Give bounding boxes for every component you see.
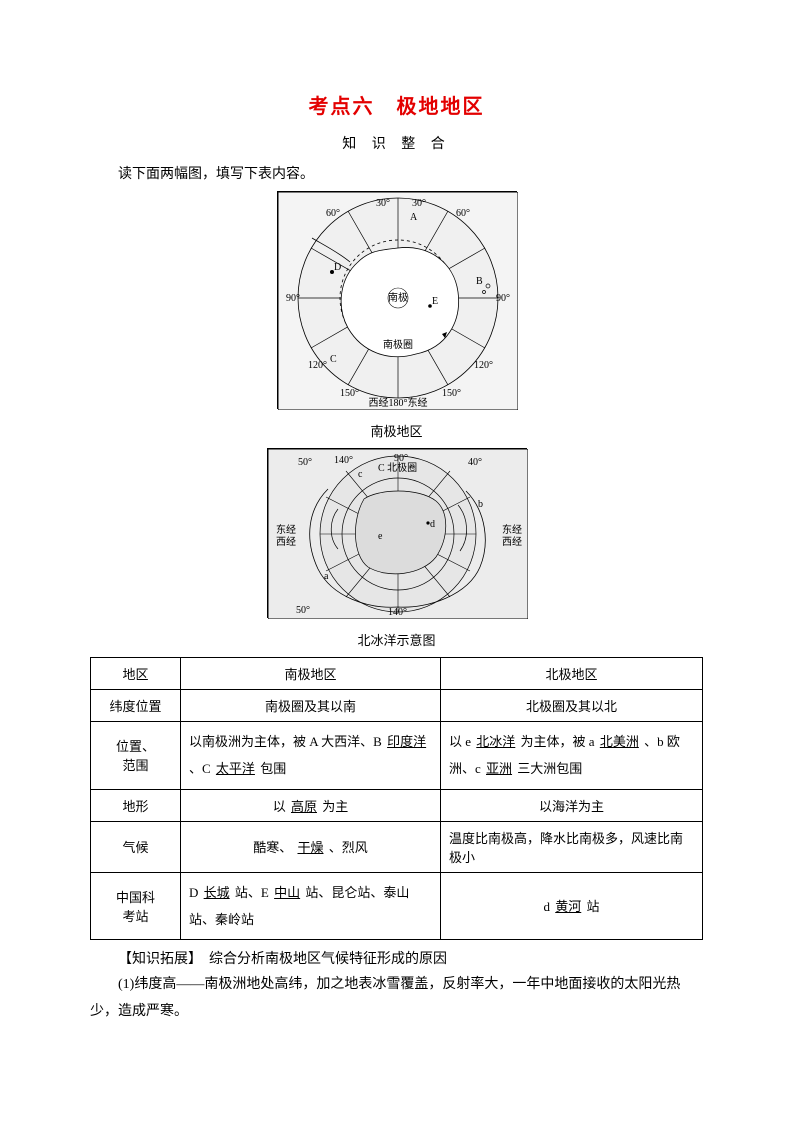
svg-text:140°: 140° <box>388 607 407 618</box>
blank-asia: 亚洲 <box>484 761 514 776</box>
th-south: 南极地区 <box>181 658 441 690</box>
label-terrain: 地形 <box>91 789 181 821</box>
svg-text:西经: 西经 <box>502 535 522 548</box>
marker-d2: d <box>430 519 435 530</box>
blank-changcheng: 长城 <box>202 885 232 900</box>
svg-text:30°: 30° <box>376 198 390 209</box>
row-location: 位置、 范围 以南极洲为主体，被 A 大西洋、B 印度洋 、C 太平洋 包围 以… <box>91 722 703 790</box>
paragraph-1: (1)纬度高——南极洲地处高纬，加之地表冰雪覆盖，反射率大，一年中地面接收的太阳… <box>90 972 703 1025</box>
page-subtitle: 知 识 整 合 <box>90 133 703 153</box>
north-terrain: 以海洋为主 <box>441 789 703 821</box>
blank-north-america: 北美洲 <box>598 734 641 749</box>
row-stations: 中国科 考站 D 长城 站、E 中山 站、昆仑站、泰山站、秦岭站 d 黄河 站 <box>91 872 703 940</box>
caption-arctic: 北冰洋示意图 <box>90 630 703 649</box>
south-latitude: 南极圈及其以南 <box>181 690 441 722</box>
left-ew-label: 东经 <box>276 523 296 536</box>
bottom-lon-label: 西经180°东经 <box>368 396 427 409</box>
marker-a: A <box>410 212 418 223</box>
south-stations: D 长城 站、E 中山 站、昆仑站、泰山站、秦岭站 <box>181 872 441 940</box>
south-terrain: 以 高原 为主 <box>181 789 441 821</box>
blank-dry: 干燥 <box>295 840 325 855</box>
antarctic-map-wrap: 南极 南极圈 30° 30° 60° 60° 90° 90° 120° 120°… <box>90 191 703 415</box>
caption-antarctic: 南极地区 <box>90 421 703 440</box>
svg-text:50°: 50° <box>296 605 310 616</box>
marker-c: C <box>330 354 337 365</box>
svg-text:40°: 40° <box>468 457 482 468</box>
svg-text:60°: 60° <box>326 208 340 219</box>
label-stations: 中国科 考站 <box>91 872 181 940</box>
marker-d: D <box>334 262 341 273</box>
south-climate: 酷寒、 干燥 、烈风 <box>181 821 441 872</box>
marker-e: E <box>432 296 438 307</box>
svg-text:90°: 90° <box>496 293 510 304</box>
svg-text:60°: 60° <box>456 208 470 219</box>
row-terrain: 地形 以 高原 为主 以海洋为主 <box>91 789 703 821</box>
table-header-row: 地区 南极地区 北极地区 <box>91 658 703 690</box>
blank-zhongshan: 中山 <box>272 885 302 900</box>
marker-a2: a <box>324 571 329 582</box>
north-latitude: 北极圈及其以北 <box>441 690 703 722</box>
svg-text:30°: 30° <box>412 198 426 209</box>
center-label: 南极 <box>388 291 408 304</box>
row-latitude: 纬度位置 南极圈及其以南 北极圈及其以北 <box>91 690 703 722</box>
north-climate: 温度比南极高，降水比南极多，风速比南极小 <box>441 821 703 872</box>
comparison-table: 地区 南极地区 北极地区 纬度位置 南极圈及其以南 北极圈及其以北 位置、 范围… <box>90 657 703 940</box>
svg-text:50°: 50° <box>298 457 312 468</box>
marker-e2: e <box>378 531 383 542</box>
blank-indian-ocean: 印度洋 <box>385 734 428 749</box>
svg-text:西经: 西经 <box>276 535 296 548</box>
svg-text:150°: 150° <box>442 388 461 399</box>
blank-pacific-ocean: 太平洋 <box>214 761 257 776</box>
ring-label: 南极圈 <box>383 338 413 351</box>
south-location: 以南极洲为主体，被 A 大西洋、B 印度洋 、C 太平洋 包围 <box>181 722 441 790</box>
north-stations: d 黄河 站 <box>441 872 703 940</box>
extend-heading: 【知识拓展】 综合分析南极地区气候特征形成的原因 <box>90 948 703 968</box>
label-latitude: 纬度位置 <box>91 690 181 722</box>
blank-arctic-ocean: 北冰洋 <box>474 734 517 749</box>
marker-c2: c <box>358 469 363 480</box>
intro-text: 读下面两幅图，填写下表内容。 <box>90 163 703 183</box>
th-region: 地区 <box>91 658 181 690</box>
marker-b: B <box>476 276 483 287</box>
arctic-circle-label: C 北极圈 <box>378 461 417 474</box>
label-climate: 气候 <box>91 821 181 872</box>
right-ew-label: 东经 <box>502 523 522 536</box>
page-title: 考点六 极地地区 <box>90 90 703 119</box>
svg-text:120°: 120° <box>308 360 327 371</box>
svg-text:150°: 150° <box>340 388 359 399</box>
label-location: 位置、 范围 <box>91 722 181 790</box>
arctic-map: 50° 140° 90° 40° 50° 140° 东经 西经 东经 西经 C … <box>267 448 527 618</box>
blank-plateau: 高原 <box>289 799 319 814</box>
antarctic-map: 南极 南极圈 30° 30° 60° 60° 90° 90° 120° 120°… <box>277 191 517 409</box>
row-climate: 气候 酷寒、 干燥 、烈风 温度比南极高，降水比南极多，风速比南极小 <box>91 821 703 872</box>
svg-text:120°: 120° <box>474 360 493 371</box>
blank-huanghe: 黄河 <box>553 899 583 914</box>
arctic-map-wrap: 50° 140° 90° 40° 50° 140° 东经 西经 东经 西经 C … <box>90 448 703 624</box>
svg-text:90°: 90° <box>286 293 300 304</box>
north-location: 以 e 北冰洋 为主体，被 a 北美洲 、b 欧洲、c 亚洲 三大洲包围 <box>441 722 703 790</box>
svg-text:140°: 140° <box>334 455 353 466</box>
th-north: 北极地区 <box>441 658 703 690</box>
marker-b2: b <box>478 499 483 510</box>
